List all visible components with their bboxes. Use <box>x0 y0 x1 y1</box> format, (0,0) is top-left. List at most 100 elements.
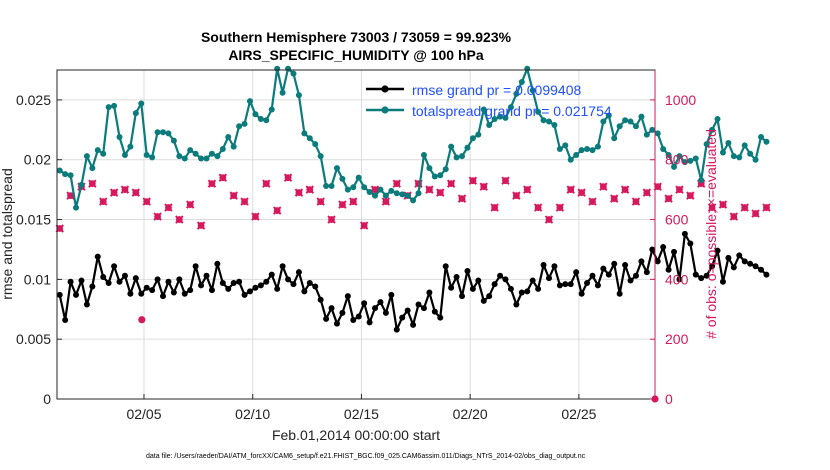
rmse-point <box>415 301 422 308</box>
totalspread-point <box>758 133 765 140</box>
totalspread-point <box>649 126 656 133</box>
totalspread-point <box>192 150 199 157</box>
rmse-point <box>529 277 536 284</box>
obs-evaluated-point <box>207 179 217 188</box>
y-left-tick-label: 0.02 <box>24 152 51 168</box>
totalspread-point <box>404 192 411 199</box>
totalspread-point <box>616 123 623 130</box>
rmse-point <box>279 263 286 270</box>
totalspread-point <box>638 113 645 120</box>
totalspread-point <box>420 151 427 158</box>
rmse-point <box>562 281 569 288</box>
rmse-point <box>252 284 259 291</box>
totalspread-point <box>703 141 710 148</box>
obs-evaluated-point <box>164 203 173 212</box>
rmse-point <box>654 258 661 265</box>
totalspread-point <box>143 151 150 158</box>
obs-evaluated-point <box>457 194 467 203</box>
rmse-point <box>518 289 525 296</box>
rmse-point <box>464 267 471 274</box>
rmse-point <box>671 248 678 255</box>
rmse-point <box>600 265 607 272</box>
obs-evaluated-point <box>610 194 619 203</box>
rmse-point <box>388 291 395 298</box>
totalspread-point <box>567 156 574 163</box>
series-obs-evaluated <box>55 173 771 233</box>
obs-evaluated-point <box>675 185 684 194</box>
totalspread-point <box>78 181 85 188</box>
totalspread-point <box>230 143 237 150</box>
rmse-point <box>584 279 591 286</box>
obs-evaluated-point <box>229 191 238 200</box>
y-left-tick-label: 0.025 <box>16 92 51 108</box>
rmse-point <box>230 279 237 286</box>
obs-extra-point <box>138 316 146 324</box>
totalspread-point <box>388 187 395 194</box>
totalspread-point <box>382 192 389 199</box>
x-tick-label: 02/10 <box>235 406 270 422</box>
totalspread-point <box>551 122 558 129</box>
chart-title-line1: Southern Hemisphere 73003 / 73059 = 99.9… <box>201 29 512 45</box>
totalspread-point <box>573 151 580 158</box>
y-right-tick-label: 400 <box>665 271 689 287</box>
totalspread-point <box>584 145 591 152</box>
totalspread-point <box>350 184 357 191</box>
rmse-point <box>306 279 313 286</box>
totalspread-point <box>681 159 688 166</box>
x-axis-label: Feb.01,2014 00:00:00 start <box>272 427 440 443</box>
totalspread-point <box>274 65 281 72</box>
obs-evaluated-point <box>566 185 575 194</box>
totalspread-point <box>170 137 177 144</box>
rmse-point <box>67 278 74 285</box>
obs-evaluated-point <box>392 179 401 188</box>
totalspread-point <box>671 163 678 170</box>
totalspread-point <box>578 147 585 154</box>
totalspread-point <box>333 165 340 172</box>
rmse-point <box>741 258 748 265</box>
rmse-point <box>333 320 340 327</box>
obs-evaluated-point <box>751 209 760 218</box>
obs-evaluated-point <box>599 182 608 191</box>
totalspread-point <box>160 129 167 136</box>
obs-evaluated-point <box>631 197 641 206</box>
rmse-point <box>323 315 330 322</box>
totalspread-point <box>83 153 90 160</box>
series-totalspread <box>56 65 770 211</box>
totalspread-point <box>676 153 683 160</box>
obs-evaluated-point <box>305 185 314 194</box>
plot-background <box>57 70 655 399</box>
rmse-point <box>355 313 362 320</box>
rmse-point <box>73 291 80 298</box>
rmse-point <box>404 307 411 314</box>
rmse-point <box>758 266 765 273</box>
obs-evaluated-point <box>718 200 728 209</box>
obs-evaluated-point <box>707 203 717 212</box>
totalspread-point <box>518 78 525 85</box>
y-right-tick-label: 600 <box>665 212 689 228</box>
rmse-point <box>709 263 716 270</box>
rmse-point <box>94 253 101 260</box>
totalspread-point <box>344 186 351 193</box>
totalspread-point <box>361 184 368 191</box>
rmse-point <box>138 290 145 297</box>
totalspread-point <box>121 151 128 158</box>
totalspread-point <box>562 142 569 149</box>
rmse-point <box>763 271 770 278</box>
obs-evaluated-point <box>153 212 162 221</box>
rmse-point <box>377 299 384 306</box>
rmse-point <box>263 278 270 285</box>
rmse-point <box>578 290 585 297</box>
rmse-point <box>208 287 215 294</box>
rmse-point <box>676 276 683 283</box>
totalspread-point <box>132 110 139 117</box>
totalspread-point <box>105 104 112 111</box>
totalspread-point <box>89 165 96 172</box>
obs-evaluated-point <box>577 188 586 197</box>
y-left-tick-label: 0.01 <box>24 271 51 287</box>
totalspread-point <box>535 108 542 115</box>
rmse-point <box>475 277 482 284</box>
obs-evaluated-point <box>196 221 206 230</box>
series-rmse <box>56 230 770 333</box>
obs-evaluated-point <box>185 200 195 209</box>
